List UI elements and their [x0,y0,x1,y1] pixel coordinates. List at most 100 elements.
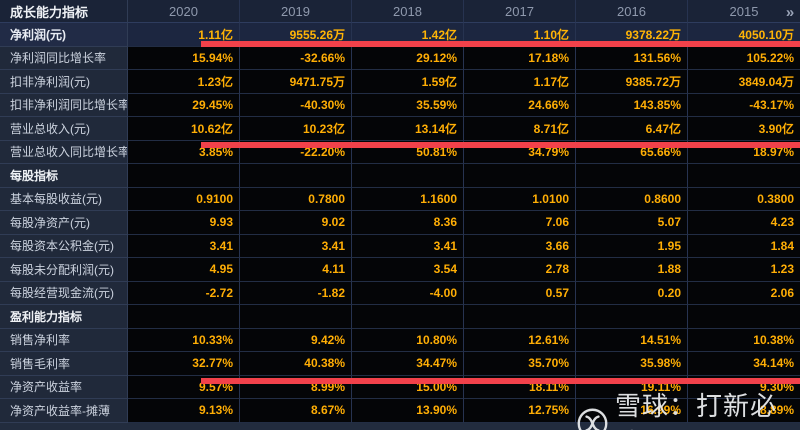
red-highlight-bar-gross-margin [201,378,800,384]
metric-value: 3849.04万 [688,70,800,94]
metric-value: 1.0100 [464,187,576,211]
metric-value: 131.56% [576,46,688,70]
metric-value: 0.57 [464,281,576,305]
table-row: 销售毛利率 32.77% 40.38% 34.47% 35.70% 35.98% 34.14… [0,352,800,376]
metric-value: 9.02 [240,211,352,235]
row-label: 每股资本公积金(元) [0,234,128,258]
metric-value: 1.23亿 [128,70,240,94]
metric-value: 0.9100 [128,187,240,211]
metric-value: 0.20 [576,281,688,305]
metric-value: 24.66% [464,93,576,117]
metric-value: 12.61% [464,328,576,352]
column-header-year: 2017 [464,0,576,23]
table-row: 基本每股收益(元) 0.9100 0.7800 1.1600 1.0100 0.8600 0… [0,187,800,211]
row-label: 每股指标 [0,164,128,188]
row-label: 净资产收益率 [0,375,128,399]
metric-value: 35.70% [464,352,576,376]
metric-value: 105.22% [688,46,800,70]
column-header-year: 2018 [352,0,464,23]
column-header-year: 2019 [240,0,352,23]
row-label: 净利润同比增长率 [0,46,128,70]
metric-value: 9.42% [240,328,352,352]
metric-value: 34.47% [352,352,464,376]
metric-value: 9.13% [128,399,240,423]
table-row: 扣非净利润(元) 1.23亿 9471.75万 1.59亿 1.17亿 9385.72万 3… [0,70,800,94]
red-highlight-bar-net-profit [201,41,800,47]
metric-value: 35.59% [352,93,464,117]
xueqiu-watermark: 雪球：打新必读 [576,386,800,430]
metric-value [688,305,800,329]
table-row: 净利润同比增长率 15.94% -32.66% 29.12% 17.18% 131.56%… [0,46,800,70]
metric-value [240,305,352,329]
metric-value: 5.07 [576,211,688,235]
row-label: 盈利能力指标 [0,305,128,329]
section-header-row: 每股指标 [0,164,800,188]
table-header-row: 成长能力指标 2020 2019 2018 2017 2016 2015 [0,0,800,23]
metric-value: 13.14亿 [352,117,464,141]
metric-value [352,164,464,188]
metric-value: 8.67% [240,399,352,423]
metric-value [464,164,576,188]
metric-value: -40.30% [240,93,352,117]
row-label: 每股经营现金流(元) [0,281,128,305]
next-row-partial-strip [0,422,800,430]
row-label: 每股净资产(元) [0,211,128,235]
metric-value: 4.95 [128,258,240,282]
metric-value: -43.17% [688,93,800,117]
row-label: 营业总收入同比增长率 [0,140,128,164]
xueqiu-logo-icon [576,407,609,430]
row-label: 净利润(元) [0,23,128,47]
metric-value: 0.7800 [240,187,352,211]
metric-value: 8.89% [688,399,800,423]
metric-value: 9378.22万 [576,23,688,47]
row-label: 销售净利率 [0,328,128,352]
metric-value: 8.71亿 [464,117,576,141]
metric-value: 40.38% [240,352,352,376]
row-label: 销售毛利率 [0,352,128,376]
metric-value: 10.38% [688,328,800,352]
section-header-row: 盈利能力指标 [0,305,800,329]
metric-value: 1.42亿 [352,23,464,47]
watermark-text: 雪球：打新必读 [615,391,778,430]
table-row: 扣非净利润同比增长率 29.45% -40.30% 35.59% 24.66% 143.8… [0,93,800,117]
metric-value: 1.59亿 [352,70,464,94]
metric-value: 6.47亿 [576,117,688,141]
metric-value: -2.72 [128,281,240,305]
metric-value: 9471.75万 [240,70,352,94]
metric-value: 3.66 [464,234,576,258]
row-label: 基本每股收益(元) [0,187,128,211]
table-row: 每股资本公积金(元) 3.41 3.41 3.41 3.66 1.95 1.84 [0,234,800,258]
metric-value: 2.78 [464,258,576,282]
metric-value: 4.11 [240,258,352,282]
metric-value [128,305,240,329]
table-row: 每股净资产(元) 9.93 9.02 8.36 7.06 5.07 4.23 [0,211,800,235]
row-label: 净资产收益率-摊薄 [0,399,128,423]
metric-value: 35.98% [576,352,688,376]
column-header-year: 2015 [688,0,800,23]
metric-value: 2.06 [688,281,800,305]
metric-value: 10.80% [352,328,464,352]
metric-value [576,164,688,188]
section-title-growth-metrics: 成长能力指标 [0,0,128,23]
metric-value: -1.82 [240,281,352,305]
metric-value: 3.41 [128,234,240,258]
row-label: 扣非净利润(元) [0,70,128,94]
metric-value: 9.93 [128,211,240,235]
metric-value: 9385.72万 [576,70,688,94]
metric-value: 17.18% [464,46,576,70]
red-highlight-bar-total-revenue [201,142,800,148]
metric-value: 13.90% [352,399,464,423]
metric-value: 143.85% [576,93,688,117]
metric-value [464,305,576,329]
metric-value: 3.54 [352,258,464,282]
metric-value: 32.77% [128,352,240,376]
metric-value: 29.12% [352,46,464,70]
metric-value: 0.3800 [688,187,800,211]
metric-value: -4.00 [352,281,464,305]
next-years-chevron-icon[interactable]: » [785,3,795,21]
metric-value: 1.88 [576,258,688,282]
metric-value: 10.23亿 [240,117,352,141]
metric-value: 10.62亿 [128,117,240,141]
metric-value: 3.90亿 [688,117,800,141]
metric-value: 10.33% [128,328,240,352]
